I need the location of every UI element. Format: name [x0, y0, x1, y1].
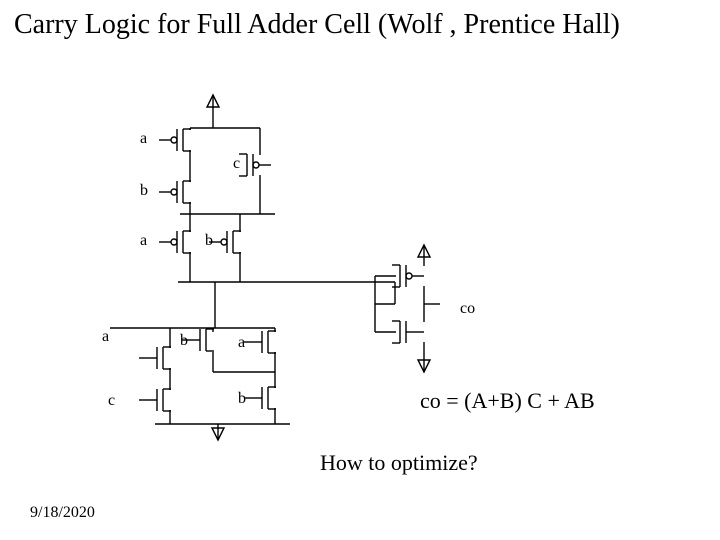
- signal-label: c: [108, 392, 115, 410]
- signal-label: b: [180, 332, 188, 350]
- signal-label: b: [205, 232, 213, 250]
- signal-label: b: [238, 390, 246, 408]
- signal-label: b: [140, 182, 148, 200]
- signal-label: a: [102, 328, 109, 346]
- signal-label: a: [140, 232, 147, 250]
- circuit-diagram: [0, 0, 720, 540]
- signal-label: c: [233, 155, 240, 173]
- output-label: co: [460, 300, 475, 318]
- signal-label: a: [238, 334, 245, 352]
- signal-label: a: [140, 130, 147, 148]
